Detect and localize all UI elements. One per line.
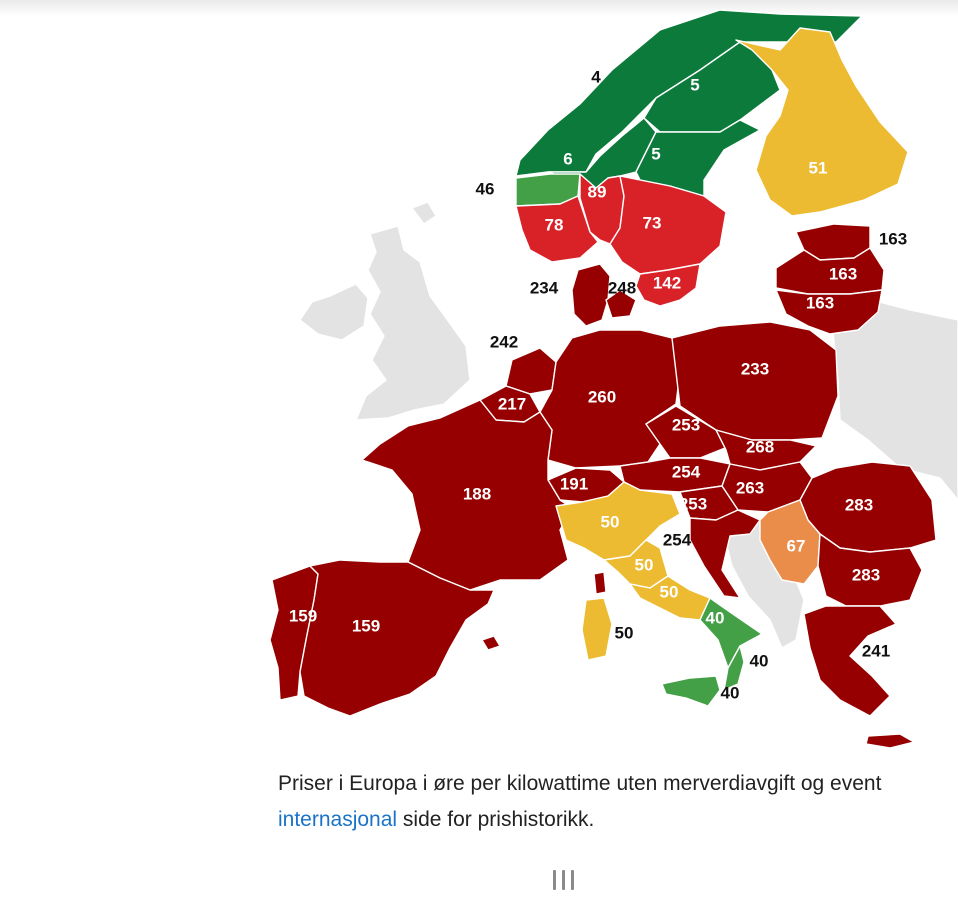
region-DK1-shape	[571, 263, 611, 327]
price-label-it-s: 40	[706, 608, 725, 627]
region-FR-shape	[361, 399, 573, 591]
price-label-ro: 283	[845, 495, 873, 514]
region-BG-shape	[817, 533, 923, 607]
italy-zones	[555, 481, 763, 707]
region-LT-shape	[775, 289, 883, 335]
region-ES-shape	[299, 559, 495, 717]
price-label-dk2: 248	[608, 278, 636, 297]
price-label-it-cs: 50	[660, 582, 679, 601]
price-label-ee: 163	[879, 229, 907, 248]
price-label-pt: 159	[289, 606, 317, 625]
price-label-it-cal: 40	[750, 651, 769, 670]
pager-lines-icon[interactable]	[549, 870, 577, 892]
crete-shape	[865, 733, 915, 749]
price-label-ch: 191	[560, 474, 588, 493]
price-label-si: 253	[679, 494, 707, 513]
region-IT-N-shape	[555, 481, 681, 561]
price-label-hr: 254	[663, 530, 692, 549]
corsica-shape	[593, 571, 607, 595]
price-label-se4: 142	[653, 273, 681, 292]
region-FI-shape	[735, 27, 909, 217]
region-IT-SIC-shape	[661, 675, 721, 707]
price-label-no3: 6	[563, 149, 572, 168]
region-IT-S-shape	[699, 597, 763, 669]
eastern-europe-shape	[831, 299, 958, 501]
price-label-gr: 241	[862, 641, 890, 660]
price-label-rs: 67	[787, 536, 806, 555]
price-label-se1: 5	[690, 75, 699, 94]
region-HR-shape	[689, 509, 761, 599]
region-GR-shape	[803, 605, 897, 717]
price-label-it-cn: 50	[635, 555, 654, 574]
region-NL-shape	[505, 347, 557, 395]
caption-text: Priser i Europa i øre per kilowattime ut…	[278, 772, 882, 795]
price-label-bg: 283	[852, 565, 880, 584]
region-DK2-shape	[605, 289, 637, 319]
price-label-it-sard: 50	[615, 623, 634, 642]
region-CZ-shape	[645, 405, 731, 459]
region-NO2-shape	[515, 195, 599, 263]
price-label-fr: 188	[463, 484, 491, 503]
baltic-zones	[775, 223, 885, 335]
price-label-se2: 5	[651, 144, 660, 163]
price-label-it-sic: 40	[721, 683, 740, 702]
price-label-hu: 263	[736, 478, 764, 497]
great-britain-shape	[355, 225, 471, 421]
price-label-se3: 73	[643, 213, 662, 232]
price-label-lt: 163	[806, 293, 834, 312]
price-label-no4: 4	[591, 67, 601, 86]
price-label-nl: 242	[490, 332, 518, 351]
islands-shape	[411, 201, 437, 225]
grey-land	[299, 201, 958, 649]
price-label-no5: 46	[476, 179, 495, 198]
price-label-de: 260	[588, 387, 616, 406]
nordic-zones	[515, 9, 909, 307]
baleares-shape	[481, 635, 501, 651]
price-label-be: 217	[498, 394, 526, 413]
price-label-es: 159	[352, 616, 380, 635]
ireland-shape	[299, 283, 369, 341]
price-label-pl: 233	[741, 359, 769, 378]
region-IT-CAL-shape	[723, 645, 745, 691]
region-PL-shape	[671, 321, 839, 441]
price-label-fi: 51	[809, 158, 828, 177]
price-label-sk: 268	[746, 437, 774, 456]
region-NO4-shape	[515, 9, 863, 177]
price-label-no1: 89	[588, 182, 607, 201]
price-label-lv: 163	[829, 264, 857, 283]
region-SE3-shape	[609, 175, 727, 275]
caption-suffix: side for prishistorikk.	[397, 808, 595, 831]
europe-price-map: 4 5 6 5 51 46 89 78 73 142 163 163 163 234 248 242 217 26…	[269, 9, 958, 749]
region-SE4-shape	[635, 263, 701, 307]
price-label-it-n: 50	[601, 512, 620, 531]
region-SE1-shape	[643, 41, 781, 133]
iberia-zones	[269, 559, 501, 717]
price-label-no2: 78	[545, 215, 564, 234]
price-labels: 4 5 6 5 51 46 89 78 73 142 163 163 163 234 248 242 217 26…	[289, 67, 907, 702]
internasjonal-link[interactable]: internasjonal	[278, 808, 398, 831]
continental-zones	[361, 263, 937, 749]
map-caption: Priser i Europa i øre per kilowattime ut…	[278, 766, 958, 838]
price-label-dk1: 234	[530, 278, 559, 297]
region-IT-SARD-shape	[581, 597, 613, 661]
price-label-at: 254	[672, 462, 701, 481]
price-label-cz: 253	[672, 415, 700, 434]
